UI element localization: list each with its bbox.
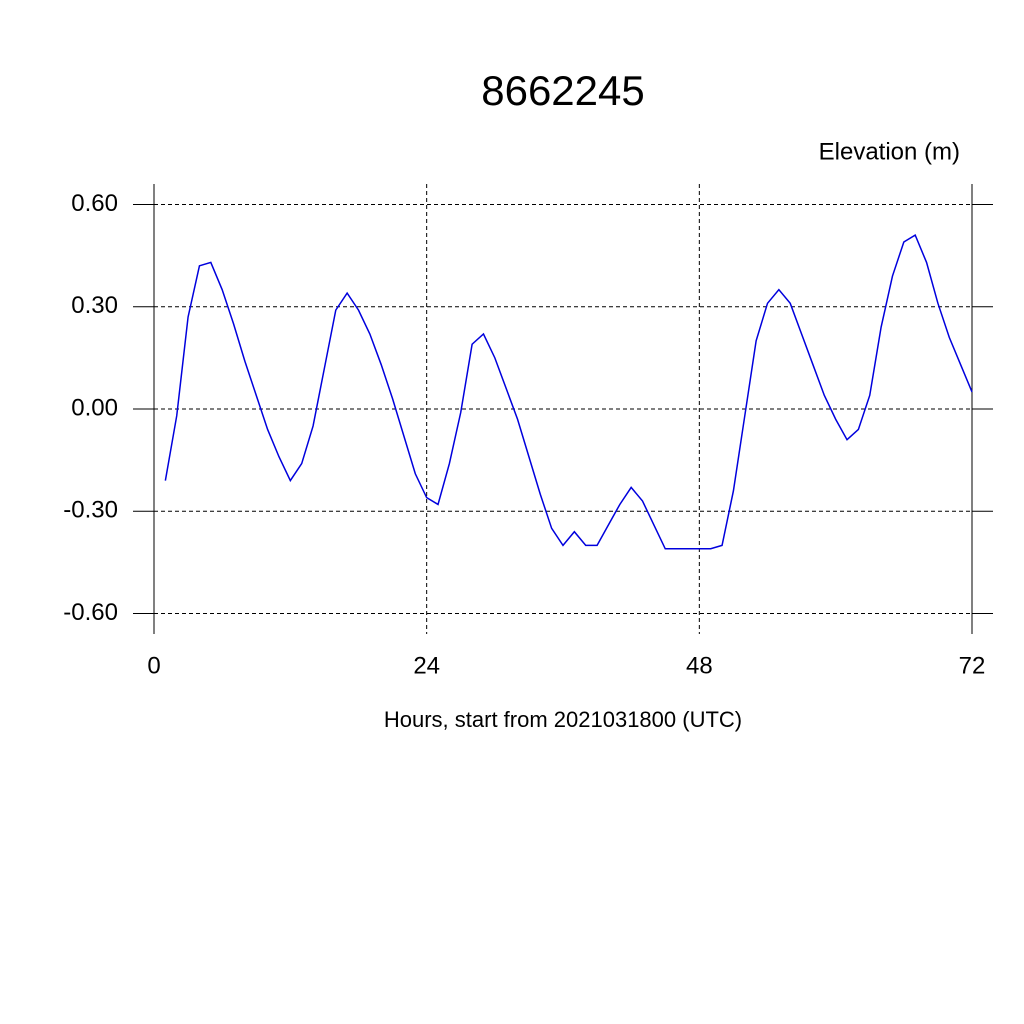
y-tick-label: 0.60 <box>71 190 118 217</box>
y-tick-label: 0.30 <box>71 292 118 319</box>
y-tick-label: 0.00 <box>71 394 118 421</box>
y-tick-label: -0.30 <box>63 497 118 524</box>
x-axis-title: Hours, start from 2021031800 (UTC) <box>384 707 742 732</box>
x-tick-label: 0 <box>147 652 160 679</box>
x-tick-label: 48 <box>686 652 713 679</box>
y-tick-label: -0.60 <box>63 599 118 626</box>
x-tick-label: 72 <box>959 652 986 679</box>
y-axis-title: Elevation (m) <box>819 138 960 165</box>
chart-title: 8662245 <box>481 67 645 114</box>
x-tick-label: 24 <box>413 652 440 679</box>
data-line <box>164 234 973 550</box>
